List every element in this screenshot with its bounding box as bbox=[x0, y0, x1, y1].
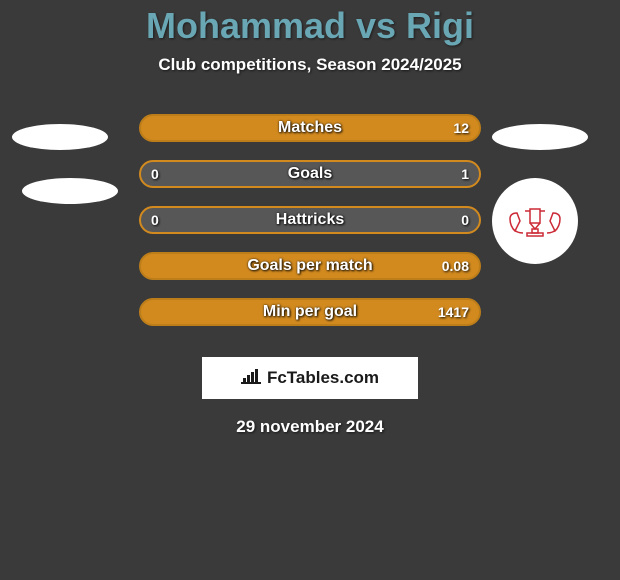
stat-label: Hattricks bbox=[276, 211, 344, 229]
stat-label: Goals per match bbox=[247, 257, 372, 275]
stat-value-right: 0 bbox=[461, 212, 469, 228]
stat-value-right: 1 bbox=[461, 166, 469, 182]
chart-icon bbox=[241, 368, 261, 389]
stat-value-left: 0 bbox=[151, 166, 159, 182]
player-left-ellipse-2 bbox=[22, 178, 118, 204]
badge-label: FcTables.com bbox=[267, 368, 379, 388]
stat-value-right: 12 bbox=[453, 120, 469, 136]
stat-bar: Goals per match 0.08 bbox=[139, 252, 481, 280]
stat-bar: Min per goal 1417 bbox=[139, 298, 481, 326]
stat-row: Min per goal 1417 bbox=[10, 289, 610, 335]
stat-label: Goals bbox=[288, 165, 332, 183]
player-left-ellipse-1 bbox=[12, 124, 108, 150]
stat-value-right: 1417 bbox=[438, 304, 469, 320]
trophy-icon bbox=[505, 201, 565, 241]
team-logo bbox=[492, 178, 578, 264]
stat-label: Matches bbox=[278, 119, 342, 137]
date-text: 29 november 2024 bbox=[10, 417, 610, 437]
stat-label: Min per goal bbox=[263, 303, 357, 321]
source-badge[interactable]: FcTables.com bbox=[202, 357, 418, 399]
stat-bar: 0 Goals 1 bbox=[139, 160, 481, 188]
stat-value-right: 0.08 bbox=[442, 258, 469, 274]
stat-bar: 0 Hattricks 0 bbox=[139, 206, 481, 234]
stat-value-left: 0 bbox=[151, 212, 159, 228]
stat-bar: Matches 12 bbox=[139, 114, 481, 142]
page-title: Mohammad vs Rigi bbox=[10, 5, 610, 47]
player-right-ellipse bbox=[492, 124, 588, 150]
subtitle: Club competitions, Season 2024/2025 bbox=[10, 55, 610, 75]
